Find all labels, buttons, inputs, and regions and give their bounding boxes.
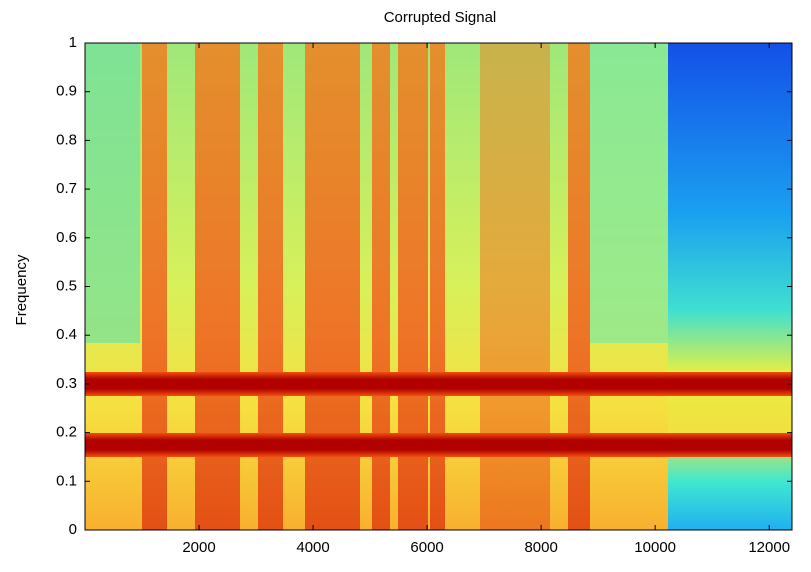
y-tick-label: 0.6	[56, 229, 77, 246]
y-tick-label: 0.3	[56, 375, 77, 392]
x-tick-label: 10000	[634, 539, 676, 556]
chart-title: Corrupted Signal	[384, 9, 497, 26]
x-tick-label: 6000	[410, 539, 443, 556]
x-tick-label: 8000	[524, 539, 557, 556]
y-tick-label: 0.8	[56, 131, 77, 148]
y-axis-label: Frequency	[13, 254, 30, 325]
y-tick-label: 0	[69, 521, 77, 538]
x-tick-label: 2000	[182, 539, 215, 556]
y-tick-label: 0.2	[56, 424, 77, 441]
x-tick-label: 4000	[296, 539, 329, 556]
y-tick-label: 0.4	[56, 326, 77, 343]
y-tick-label: 0.5	[56, 277, 77, 294]
y-tick-label: 1	[69, 34, 77, 51]
y-tick-label: 0.7	[56, 180, 77, 197]
spectrogram-image	[85, 43, 792, 530]
y-tick-label: 0.9	[56, 83, 77, 100]
x-tick-label: 12000	[748, 539, 790, 556]
y-tick-label: 0.1	[56, 472, 77, 489]
